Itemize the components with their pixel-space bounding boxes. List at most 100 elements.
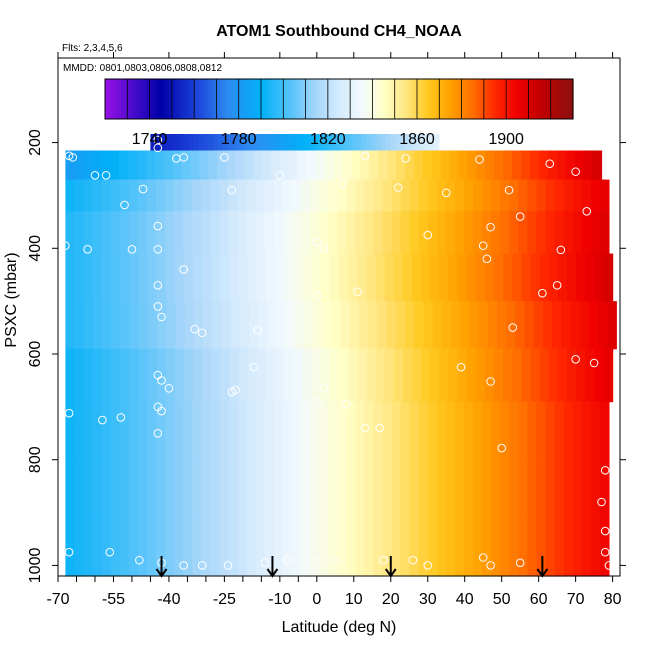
field-cell-2-59 <box>599 179 610 212</box>
field-cell-8-3 <box>92 459 103 514</box>
colorbar-segment-49 <box>268 79 273 119</box>
field-cell-9-39 <box>418 512 429 577</box>
field-cell-2-46 <box>482 179 492 212</box>
colorbar-segment-8 <box>131 79 136 119</box>
field-cell-4-45 <box>475 253 486 302</box>
colorbar-segment-119 <box>502 79 507 119</box>
sample-point-49 <box>589 358 599 368</box>
field-cell-2-55 <box>563 179 574 212</box>
field-cell-3-16 <box>210 211 220 255</box>
field-cell-6-32 <box>357 348 367 403</box>
field-cell-0-27 <box>280 124 286 152</box>
field-cell-8-17 <box>219 459 230 514</box>
field-cell-2-48 <box>500 179 510 212</box>
sample-point-18 <box>227 185 237 195</box>
colorbar-segment-25 <box>188 79 193 119</box>
field-cell-3-14 <box>192 211 202 255</box>
field-cell-5-52 <box>542 301 553 350</box>
field-cell-7-34 <box>373 401 384 461</box>
field-cell-4-1 <box>74 253 85 302</box>
y-tick-label: 800 <box>27 446 44 473</box>
colorbar-segment-2 <box>111 79 116 119</box>
colorbar-segment-21 <box>175 79 180 119</box>
field-cell-5-3 <box>92 301 103 350</box>
field-cell-0-54 <box>409 124 416 152</box>
field-cell-8-48 <box>500 459 510 514</box>
field-cell-4-59 <box>603 253 614 302</box>
field-cell-2-41 <box>436 179 447 212</box>
field-cell-5-20 <box>249 301 259 350</box>
field-cell-6-48 <box>503 348 513 403</box>
field-cell-1-49 <box>503 150 513 181</box>
colorbar-segment-68 <box>332 79 337 119</box>
field-cell-7-38 <box>409 401 420 461</box>
field-cell-4-29 <box>329 253 340 302</box>
field-cell-3-53 <box>545 211 556 255</box>
sample-point-88 <box>486 561 495 570</box>
field-cell-5-38 <box>414 301 425 350</box>
field-cell-5-1 <box>74 301 85 350</box>
field-cell-3-6 <box>119 211 130 255</box>
field-cell-7-16 <box>210 401 220 461</box>
field-cell-5-53 <box>552 301 562 350</box>
field-cell-2-8 <box>137 179 148 212</box>
field-cell-6-8 <box>138 348 149 403</box>
field-cell-0-36 <box>323 124 329 152</box>
sample-point-26 <box>423 230 433 240</box>
field-cell-8-52 <box>536 459 547 514</box>
sample-point-22 <box>515 212 525 221</box>
sample-point-85 <box>408 555 418 565</box>
field-cell-6-13 <box>183 348 194 403</box>
colorbar-segment-57 <box>295 79 300 119</box>
sample-point-42 <box>153 302 163 311</box>
field-cell-5-8 <box>138 301 149 350</box>
field-cell-1-10 <box>154 150 165 181</box>
field-cell-9-53 <box>545 512 556 577</box>
colorbar-segment-134 <box>552 79 557 119</box>
sample-point-40 <box>353 287 362 296</box>
field-cell-8-25 <box>291 459 302 514</box>
field-cell-4-44 <box>466 253 477 302</box>
x-axis: -70 -55 -40 -25 -10 0 10 20 30 40 50 60 70 80 <box>46 52 622 608</box>
field-cell-2-6 <box>119 179 130 212</box>
field-cell-5-49 <box>515 301 526 350</box>
field-cell-7-4 <box>101 401 112 461</box>
sample-point-13 <box>101 171 111 180</box>
colorbar-segment-11 <box>141 79 146 119</box>
field-cell-4-11 <box>165 253 176 302</box>
field-cell-0-43 <box>357 124 363 152</box>
colorbar-tick-label: 1820 <box>310 131 346 148</box>
field-cell-3-33 <box>364 211 374 255</box>
field-cell-0-0 <box>150 124 156 152</box>
field-cell-0-12 <box>208 124 214 152</box>
field-cell-3-57 <box>581 211 592 255</box>
field-cell-0-19 <box>241 124 248 152</box>
colorbar-segment-131 <box>542 79 547 119</box>
sample-point-55 <box>164 384 174 393</box>
field-cell-1-54 <box>547 150 558 181</box>
field-cell-8-31 <box>346 459 356 514</box>
sample-point-8 <box>401 154 410 163</box>
field-cell-0-32 <box>304 124 310 152</box>
colorbar-segment-90 <box>405 79 410 119</box>
field-cell-2-44 <box>463 179 474 212</box>
field-cell-1-18 <box>226 150 236 181</box>
field-cell-7-21 <box>255 401 266 461</box>
sample-point-69 <box>497 443 506 453</box>
field-cell-3-42 <box>445 211 456 255</box>
field-cell-6-44 <box>466 348 477 403</box>
field-cell-7-12 <box>174 401 184 461</box>
x-tick-label: 60 <box>530 591 548 608</box>
field-cell-1-1 <box>74 150 84 181</box>
field-cell-9-3 <box>92 512 103 577</box>
colorbar-segment-55 <box>288 79 293 119</box>
field-cell-3-44 <box>463 211 474 255</box>
sample-point-19 <box>504 185 514 195</box>
field-cell-9-18 <box>228 512 239 577</box>
x-tick-label: 30 <box>419 591 437 608</box>
sample-point-56 <box>319 384 329 393</box>
colorbar-segment-59 <box>302 79 307 119</box>
sample-point-15 <box>338 179 348 189</box>
field-cell-2-57 <box>581 179 592 212</box>
field-cell-4-27 <box>311 253 322 302</box>
